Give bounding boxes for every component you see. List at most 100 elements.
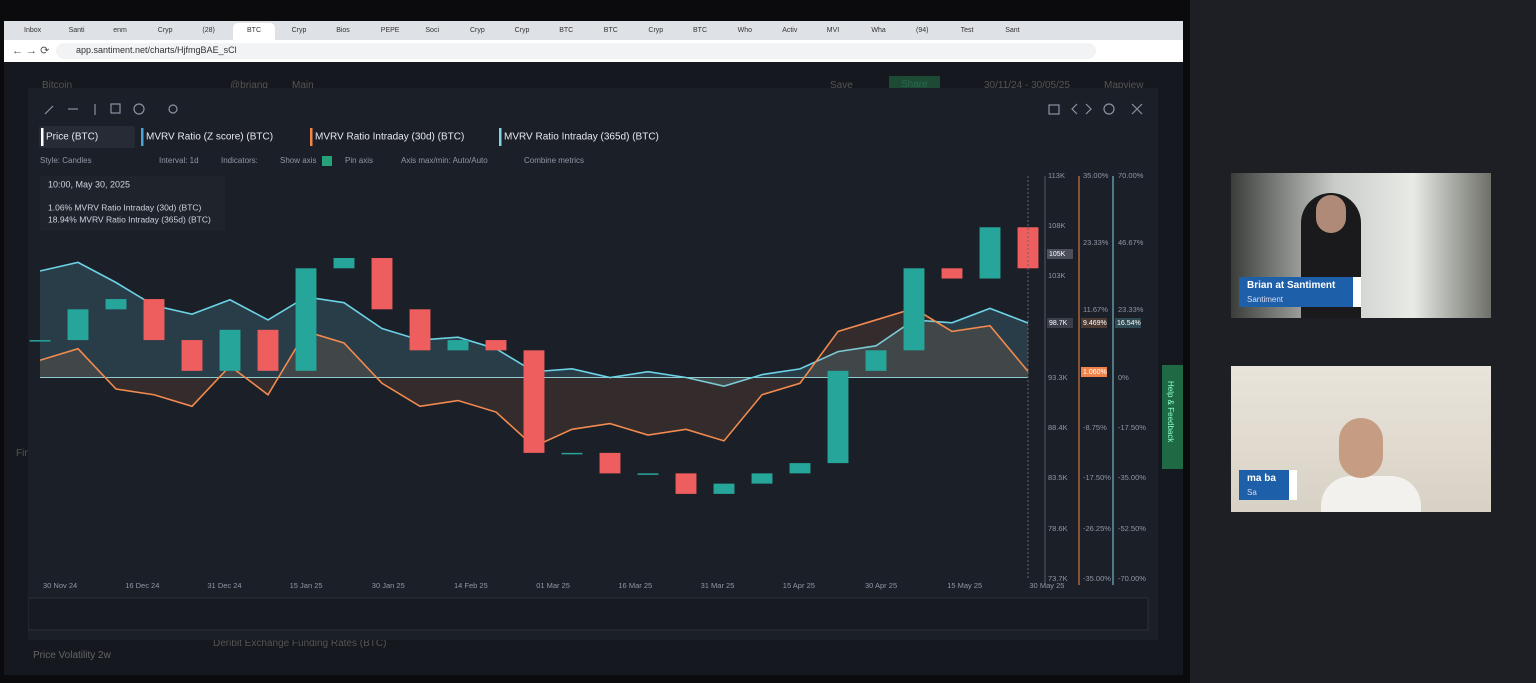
browser-tab[interactable]: Wha (857, 23, 899, 40)
browser-tab[interactable]: (28) (188, 23, 230, 40)
metric-tab[interactable]: MVRV Ratio (Z score) (BTC) (146, 132, 273, 143)
candle (333, 258, 355, 269)
mvrv-365d-tick: -52.50% (1118, 524, 1146, 533)
x-tick-label: 01 Mar 25 (536, 581, 570, 590)
user: @brianq (230, 80, 268, 91)
metric-tab[interactable]: MVRV Ratio Intraday (30d) (BTC) (315, 132, 464, 143)
candle (637, 473, 659, 475)
view[interactable]: Mapview (1104, 80, 1144, 91)
tab-title: enm (113, 27, 127, 34)
participant-org: Sa (1247, 488, 1257, 497)
mvrv-30d-tick: -8.75% (1083, 423, 1107, 432)
tab-title: Who (737, 27, 752, 34)
tab-title: Inbox (24, 27, 42, 34)
browser-tab[interactable]: Sant (991, 23, 1033, 40)
axis-highlight (1081, 318, 1107, 328)
candle (523, 350, 545, 453)
candle (865, 350, 887, 371)
candle (713, 483, 735, 494)
candle (789, 463, 811, 474)
participant-org: Santiment (1247, 295, 1284, 304)
candle (1017, 227, 1039, 269)
axis-highlight (1115, 318, 1141, 328)
browser-tab[interactable]: Inbox (10, 23, 52, 40)
browser-tab[interactable]: Cryp (634, 23, 676, 40)
x-tick-label: 14 Feb 25 (454, 581, 488, 590)
price-tick: 88.4K (1048, 423, 1068, 432)
browser-tab[interactable]: Test (947, 23, 989, 40)
metric-tab[interactable]: MVRV Ratio Intraday (365d) (BTC) (504, 132, 659, 143)
url-field[interactable]: app.santiment.net/charts/HjfmgBAE_sCl (56, 43, 1096, 59)
mvrv-30d-tick: -35.00% (1083, 574, 1111, 583)
candle (485, 340, 507, 351)
candle (561, 452, 583, 455)
candle (599, 452, 621, 474)
axis-highlight (1081, 367, 1107, 377)
url: app.santiment.net/charts/HjfmgBAE_sCl (76, 45, 237, 55)
browser-tab[interactable]: (94) (902, 23, 944, 40)
mvrv-365d-tick: -35.00% (1118, 473, 1146, 482)
browser-tab[interactable]: MVI (813, 23, 855, 40)
side-label: Fin (16, 448, 30, 459)
feedback-tab[interactable]: Help & Feedback (1162, 365, 1183, 469)
tab-title: Activ (782, 27, 798, 34)
browser-tab[interactable]: Soci (411, 23, 453, 40)
bottom-left: Price Volatility 2w (33, 650, 111, 661)
candle (105, 299, 127, 310)
save[interactable]: Save (830, 80, 853, 91)
browser-tab[interactable]: enm (99, 23, 141, 40)
axis-highlight-label: 9.469% (1083, 320, 1107, 327)
browser-tab[interactable]: Activ (768, 23, 810, 40)
metric-color (499, 128, 502, 146)
tab-title: Cryp (157, 27, 173, 34)
mvrv-365d-tick: 23.33% (1118, 305, 1144, 314)
toolbar-item: Indicators: (221, 156, 258, 165)
browser-tab[interactable]: Bios (322, 23, 364, 40)
candle (181, 340, 203, 371)
candle (29, 340, 51, 342)
toolbar-item: Interval: 1d (159, 156, 199, 165)
toolbar-item: Style: Candles (40, 156, 92, 165)
toolbar-icons[interactable] (44, 103, 1143, 115)
browser-tab[interactable]: Santi (55, 23, 97, 40)
browser-tab[interactable]: PEPE (367, 23, 409, 40)
browser-tab[interactable]: Cryp (144, 23, 186, 40)
axis-highlight-label: 98.7K (1049, 320, 1068, 327)
browser-tab[interactable]: Cryp (501, 23, 543, 40)
mvrv-365d-tick: 46.67% (1118, 238, 1144, 247)
name-badge: Brian at Santiment Santiment (1239, 277, 1361, 307)
feedback-label: Help & Feedback (1166, 381, 1175, 443)
x-tick-label: 30 Apr 25 (865, 581, 897, 590)
mvrv-30d-tick: 35.00% (1083, 171, 1109, 180)
browser-tab[interactable]: Cryp (278, 23, 320, 40)
mvrv-30d-tick: -17.50% (1083, 473, 1111, 482)
axis-highlight (1047, 249, 1073, 259)
browser-tab[interactable]: BTC (545, 23, 587, 40)
browser-tab[interactable]: BTC (233, 23, 275, 40)
tab-title: BTC (693, 27, 707, 34)
navigator[interactable] (28, 597, 1149, 631)
browser-tab[interactable]: Cryp (456, 23, 498, 40)
axis-highlight (1047, 318, 1073, 328)
mvrv-365d-tick: 70.00% (1118, 171, 1144, 180)
tab-title: Sant (1005, 27, 1020, 34)
metric-tab[interactable]: Price (BTC) (46, 132, 98, 143)
browser-tab[interactable]: BTC (590, 23, 632, 40)
candle (979, 227, 1001, 279)
browser-tab[interactable]: BTC (679, 23, 721, 40)
browser-tab[interactable]: Who (724, 23, 766, 40)
axis-highlight-label: 16.54% (1117, 320, 1141, 327)
nav-buttons[interactable]: ← → ⟳ (12, 45, 50, 57)
x-tick-label: 15 Apr 25 (783, 581, 815, 590)
price-tick: 113K (1048, 171, 1065, 180)
tab-title: BTC (559, 27, 574, 34)
date-range[interactable]: 30/11/24 - 30/05/25 (984, 80, 1070, 91)
mvrv-30d-tick: -26.25% (1083, 524, 1111, 533)
x-tick-label: 16 Mar 25 (618, 581, 652, 590)
metric-tab-active[interactable] (39, 126, 135, 148)
price-tick: 93.3K (1048, 373, 1068, 382)
candle (143, 299, 165, 341)
tab-title: PEPE (380, 27, 400, 34)
area (40, 262, 1028, 387)
mvrv-30d-tick: 23.33% (1083, 238, 1109, 247)
